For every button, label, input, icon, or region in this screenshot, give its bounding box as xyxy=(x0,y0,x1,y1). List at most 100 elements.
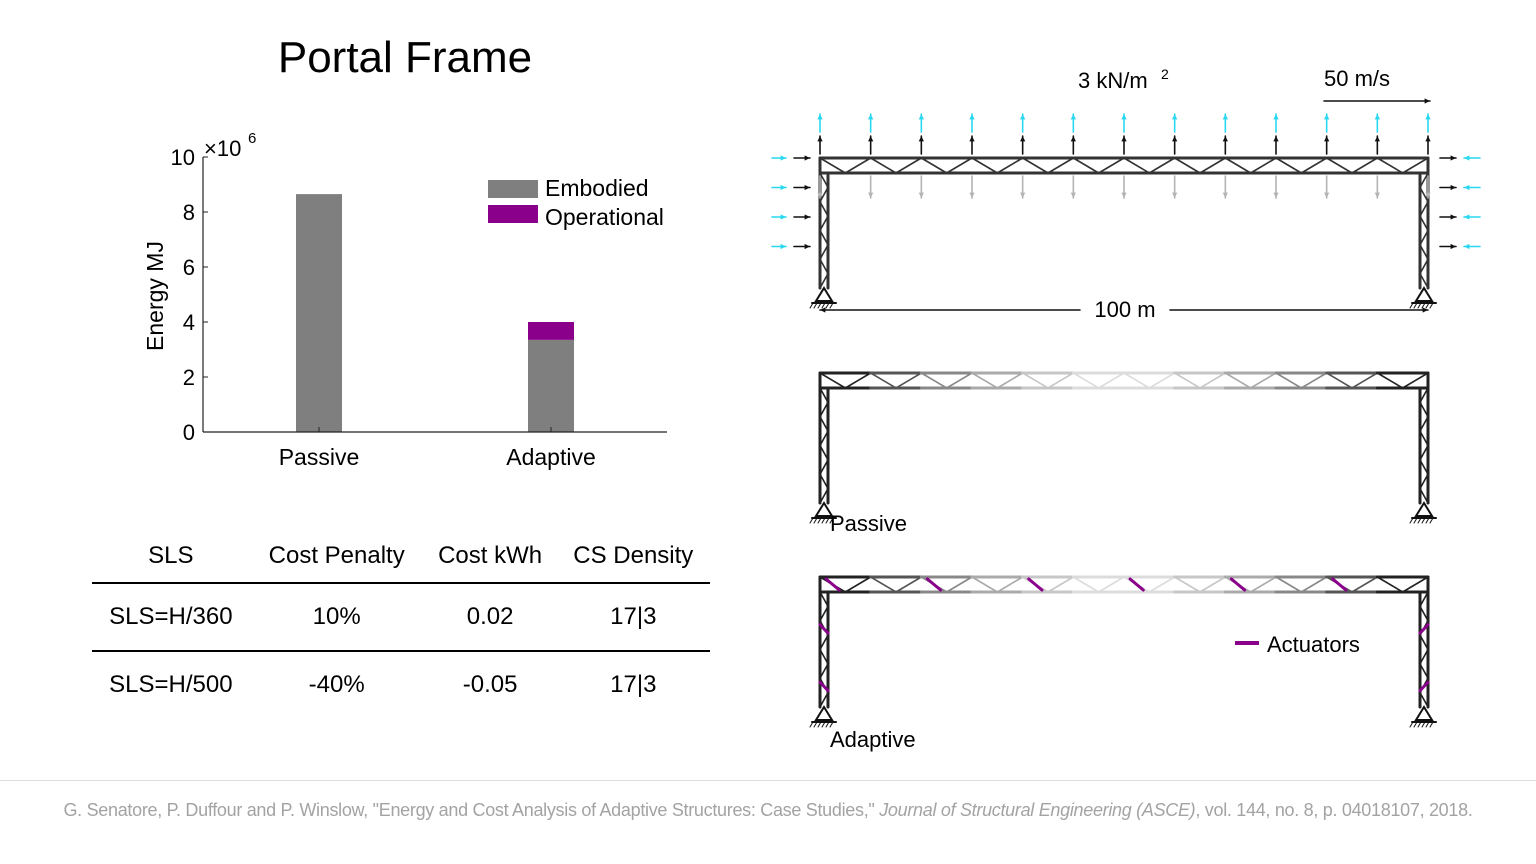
ground-hatch xyxy=(1425,302,1430,309)
y-multiplier-exponent: 6 xyxy=(248,130,256,147)
wind-pressure-arrow-head xyxy=(1450,243,1456,250)
span-label: 100 m xyxy=(1094,297,1155,322)
ground-hatch xyxy=(809,721,814,728)
ground-hatch xyxy=(829,517,834,524)
ground-hatch xyxy=(1413,721,1418,728)
truss-diagonal xyxy=(1300,576,1328,593)
legend-label-embodied: Embodied xyxy=(545,175,649,201)
uplift-arrow-head xyxy=(1425,136,1431,142)
uplift-arrow-head xyxy=(1273,136,1279,142)
y-tick-label: 6 xyxy=(183,255,195,280)
truss-diagonal xyxy=(844,157,872,174)
citation-journal: Journal of Structural Engineering (ASCE) xyxy=(879,800,1196,820)
column-diagonal xyxy=(1419,634,1429,651)
actuator-legend-label: Actuators xyxy=(1267,632,1360,657)
wind-uplift-arrow-head xyxy=(817,114,823,120)
truss-diagonal xyxy=(1401,157,1429,174)
gravity-arrow-head xyxy=(1374,192,1380,198)
adaptive-label: Adaptive xyxy=(830,727,916,752)
wind-suction-arrow-head xyxy=(780,184,786,191)
truss-diagonal xyxy=(1021,372,1049,389)
table-cell: 10% xyxy=(249,583,424,652)
wind-suction-arrow-head xyxy=(1464,243,1470,250)
truss-diagonal xyxy=(1401,372,1429,389)
column-diagonal xyxy=(819,605,829,622)
column-diagonal xyxy=(1419,401,1429,418)
pin-support xyxy=(814,705,834,721)
truss-diagonal xyxy=(1376,372,1404,389)
truss-diagonal xyxy=(1072,157,1100,174)
y-tick-label: 8 xyxy=(183,200,195,225)
table-cell: SLS=H/360 xyxy=(92,583,250,652)
truss-diagonal xyxy=(844,372,872,389)
truss-diagonal xyxy=(1224,372,1252,389)
truss-diagonal xyxy=(1097,372,1125,389)
column-diagonal xyxy=(819,430,829,447)
column-diagonal xyxy=(1419,459,1429,476)
wind-uplift-arrow-head xyxy=(1121,114,1127,120)
gravity-arrow-head xyxy=(918,192,924,198)
truss-diagonal xyxy=(1275,372,1303,389)
y-axis-label: Energy MJ xyxy=(142,241,168,351)
cost-table: SLS Cost Penalty Cost kWh CS Density SLS… xyxy=(92,530,710,718)
column-diagonal xyxy=(1419,605,1429,622)
truss-diagonal xyxy=(895,157,923,174)
column-diagonal xyxy=(1419,691,1429,708)
ground-hatch xyxy=(1425,721,1430,728)
truss-diagonal xyxy=(920,372,948,389)
table-cell: SLS=H/500 xyxy=(109,671,233,698)
truss-diagonal xyxy=(1097,157,1125,174)
y-tick-label: 10 xyxy=(171,145,195,170)
column-diagonal xyxy=(819,648,829,665)
bar-embodied-passive xyxy=(296,194,342,432)
uplift-arrow-head xyxy=(1374,136,1380,142)
column-diagonal xyxy=(819,487,829,504)
ground-hatch xyxy=(1425,517,1430,524)
chart-axes xyxy=(202,157,667,433)
ground-hatch xyxy=(813,302,818,309)
truss-diagonal xyxy=(1199,372,1227,389)
pin-support xyxy=(814,501,834,517)
column-diagonal xyxy=(1419,387,1429,404)
truss-diagonal xyxy=(1148,157,1176,174)
truss-diagonal xyxy=(920,157,948,174)
wind-uplift-arrow-head xyxy=(1070,114,1076,120)
ground-hatch xyxy=(1409,517,1414,524)
column-diagonal xyxy=(1419,229,1429,246)
column-diagonal xyxy=(819,258,829,275)
wind-suction-arrow-head xyxy=(780,214,786,220)
truss-diagonal xyxy=(1199,157,1227,174)
column-diagonal xyxy=(1419,473,1429,490)
truss-diagonal xyxy=(869,576,897,593)
wind-pressure-arrow-head xyxy=(804,155,810,161)
ground-hatch xyxy=(829,302,834,309)
uplift-arrow-head xyxy=(1324,136,1330,142)
ground-hatch xyxy=(817,721,822,728)
uplift-arrow-head xyxy=(1121,136,1127,142)
truss-diagonal xyxy=(1249,576,1277,593)
legend-label-operational: Operational xyxy=(545,204,664,230)
table-row: SLS=H/360 10% 0.02 17|3 xyxy=(92,583,710,652)
truss-diagonal xyxy=(996,157,1024,174)
ground-hatch xyxy=(817,517,822,524)
truss-diagonal xyxy=(895,372,923,389)
gravity-arrow-head xyxy=(969,192,975,198)
x-tick-label: Passive xyxy=(279,444,360,470)
gravity-arrow-head xyxy=(1222,192,1228,198)
truss-diagonal xyxy=(819,372,847,389)
truss-diagonal xyxy=(1249,157,1277,174)
table-header-row: SLS Cost Penalty Cost kWh CS Density xyxy=(92,530,710,584)
truss-diagonal xyxy=(1351,576,1379,593)
wind-suction-arrow-head xyxy=(1464,155,1470,161)
ground-hatch xyxy=(821,721,826,728)
wind-uplift-arrow-head xyxy=(969,114,975,120)
column-diagonal xyxy=(819,272,829,289)
pin-support xyxy=(1414,286,1434,302)
passive-label: Passive xyxy=(830,511,907,536)
column-diagonal xyxy=(819,415,829,432)
citation-tail: , vol. 144, no. 8, p. 04018107, 2018. xyxy=(1195,800,1473,820)
column-diagonal xyxy=(819,215,829,232)
chart-legend: Embodied Operational xyxy=(488,175,664,230)
column-diagonal xyxy=(819,473,829,490)
truss-diagonal xyxy=(1123,372,1151,389)
